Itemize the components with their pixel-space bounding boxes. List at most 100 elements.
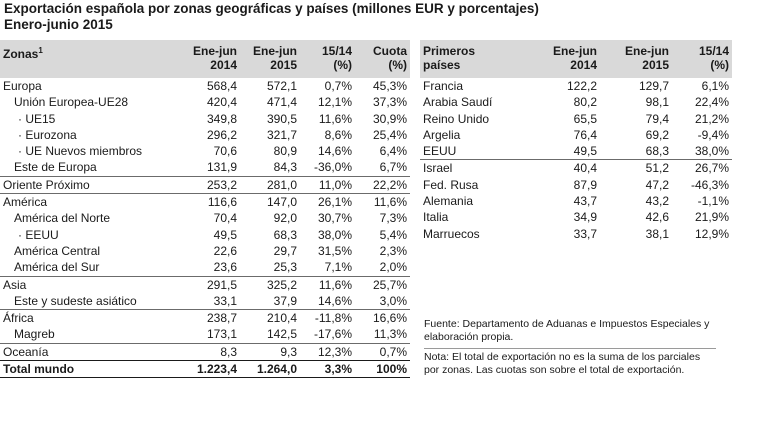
- table-row: América 116,6 147,0 26,1% 11,6%: [0, 193, 410, 211]
- table-row: África 238,7 210,4 -11,8% 16,6%: [0, 309, 410, 327]
- country-name: Francia: [423, 79, 464, 93]
- value-2015: 210,4: [240, 309, 300, 327]
- zones-header-row: Zonas1 Ene-jun 2014 Ene-jun 2015 15/14 (%) …: [0, 40, 410, 78]
- value-2015: 92,0: [273, 211, 297, 226]
- value-2014: 33,1: [213, 293, 237, 308]
- share-pct: 11,3%: [373, 327, 407, 342]
- country-name: Argelia: [423, 127, 461, 142]
- value-2014: 349,8: [206, 111, 237, 126]
- table-row: Unión Europea-UE28 420,4 471,4 12,1% 37,3%: [0, 94, 410, 110]
- table-row: · UE Nuevos miembros 70,6 80,9 14,6% 6,4%: [0, 143, 410, 159]
- value-2014: 49,5: [573, 144, 597, 159]
- share-pct: 16,6%: [355, 309, 410, 327]
- value-2015: 68,3: [273, 227, 297, 242]
- share-pct: 37,3%: [372, 95, 407, 110]
- country-name: Italia: [423, 210, 449, 225]
- share-pct: 11,6%: [355, 193, 410, 211]
- zone-name: Oriente Próximo: [0, 175, 180, 194]
- value-2014: 22,6: [213, 243, 237, 258]
- change-pct: 38,0%: [694, 144, 729, 159]
- header-variacion: 15/14 (%): [300, 40, 355, 78]
- zone-name: Asia: [0, 275, 180, 293]
- table-row: Italia 34,9 42,6 21,9%: [420, 209, 732, 225]
- change-pct: 21,9%: [694, 210, 729, 225]
- value-2015: 25,3: [273, 260, 297, 275]
- change-pct: -17,6%: [313, 327, 352, 342]
- table-row: · UE15 349,8 390,5 11,6% 30,9%: [0, 111, 410, 127]
- value-2015: 84,3: [273, 160, 297, 175]
- table-row: · EEUU 49,5 68,3 38,0% 5,4%: [0, 227, 410, 243]
- table-row: Argelia 76,4 69,2 -9,4%: [420, 127, 732, 143]
- header-cuota: Cuota (%): [355, 40, 410, 78]
- value-2014: 49,5: [213, 227, 237, 242]
- share-pct: 6,7%: [379, 160, 407, 175]
- table-row: Oceanía 8,3 9,3 12,3% 0,7%: [0, 342, 410, 361]
- table-row: Este y sudeste asiático 33,1 37,9 14,6% 3,0%: [0, 293, 410, 310]
- header-variacion: 15/14 (%): [672, 40, 732, 78]
- share-pct: 7,3%: [379, 211, 407, 226]
- value-2015: 321,7: [266, 127, 297, 142]
- share-pct: 25,4%: [372, 127, 407, 142]
- share-pct: 22,2%: [355, 175, 410, 194]
- share-pct: 2,0%: [379, 260, 407, 275]
- header-primeros-paises: Primeros países: [420, 40, 532, 78]
- change-pct: -36,0%: [313, 160, 352, 175]
- table-row: Asia 291,5 325,2 11,6% 25,7%: [0, 275, 410, 293]
- value-2015: 572,1: [266, 79, 297, 93]
- countries-header-row: Primeros países Ene-jun 2014 Ene-jun 2015 1…: [420, 40, 732, 78]
- value-2014: 43,7: [573, 194, 597, 209]
- share-pct: 6,4%: [379, 144, 407, 159]
- value-2014: 70,4: [213, 211, 237, 226]
- header-ene-jun-2014: Ene-jun 2014: [532, 40, 600, 78]
- value-2014: 34,9: [573, 210, 597, 225]
- zone-name: Magreb: [14, 327, 55, 342]
- value-2014: 33,7: [573, 226, 597, 241]
- share-pct: 2,3%: [379, 243, 407, 258]
- change-pct: 38,0%: [317, 227, 352, 242]
- table-row: Marruecos 33,7 38,1 12,9%: [420, 226, 732, 242]
- value-2015: 68,3: [645, 144, 669, 159]
- value-2014: 238,7: [180, 309, 240, 327]
- zone-name: África: [0, 309, 180, 327]
- zone-name: América: [0, 193, 180, 211]
- change-pct: -9,4%: [697, 127, 729, 142]
- value-2014: 420,4: [206, 95, 237, 110]
- change-pct: -46,3%: [690, 177, 729, 192]
- change-pct: -11,8%: [300, 309, 355, 327]
- table-row: Fed. Rusa 87,9 47,2 -46,3%: [420, 177, 732, 193]
- table-row: América del Sur 23,6 25,3 7,1% 2,0%: [0, 259, 410, 276]
- change-pct: 22,4%: [694, 95, 729, 110]
- value-2014: 1.223,4: [180, 360, 240, 379]
- change-pct: 7,1%: [324, 260, 352, 275]
- value-2014: 23,6: [213, 260, 237, 275]
- value-2015: 79,4: [645, 111, 669, 126]
- table-row: Israel 40,4 51,2 26,7%: [420, 159, 732, 177]
- table-row: Este de Europa 131,9 84,3 -36,0% 6,7%: [0, 159, 410, 176]
- table-row: Arabia Saudí 80,2 98,1 22,4%: [420, 94, 732, 110]
- zone-name: · UE15: [18, 111, 56, 126]
- value-2015: 390,5: [266, 111, 297, 126]
- value-2015: 281,0: [240, 175, 300, 194]
- value-2015: 325,2: [240, 275, 300, 293]
- value-2015: 42,6: [645, 210, 669, 225]
- change-pct: 31,5%: [317, 243, 352, 258]
- table-row: · Eurozona 296,2 321,7 8,6% 25,4%: [0, 127, 410, 143]
- value-2015: 47,2: [645, 177, 669, 192]
- change-pct: 6,1%: [701, 79, 729, 93]
- value-2015: 43,2: [645, 194, 669, 209]
- zone-name: América Central: [14, 243, 101, 258]
- value-2015: 129,7: [638, 79, 669, 93]
- zone-name: Europa: [3, 79, 42, 93]
- zone-name: · UE Nuevos miembros: [18, 144, 143, 159]
- source-note: Fuente: Departamento de Aduanas e Impues…: [424, 318, 710, 343]
- table-row: EEUU 49,5 68,3 38,0%: [420, 143, 732, 160]
- header-ene-jun-2014: Ene-jun 2014: [180, 40, 240, 78]
- country-name: Fed. Rusa: [423, 177, 479, 192]
- value-2015: 147,0: [240, 193, 300, 211]
- total-row: Total mundo 1.223,4 1.264,0 3,3% 100%: [0, 360, 410, 379]
- zone-name: · EEUU: [18, 227, 59, 242]
- table-row: Europa 568,4 572,1 0,7% 45,3%: [0, 78, 410, 94]
- country-name: Arabia Saudí: [423, 95, 493, 110]
- value-2014: 568,4: [206, 79, 237, 93]
- change-pct: 26,7%: [672, 159, 732, 177]
